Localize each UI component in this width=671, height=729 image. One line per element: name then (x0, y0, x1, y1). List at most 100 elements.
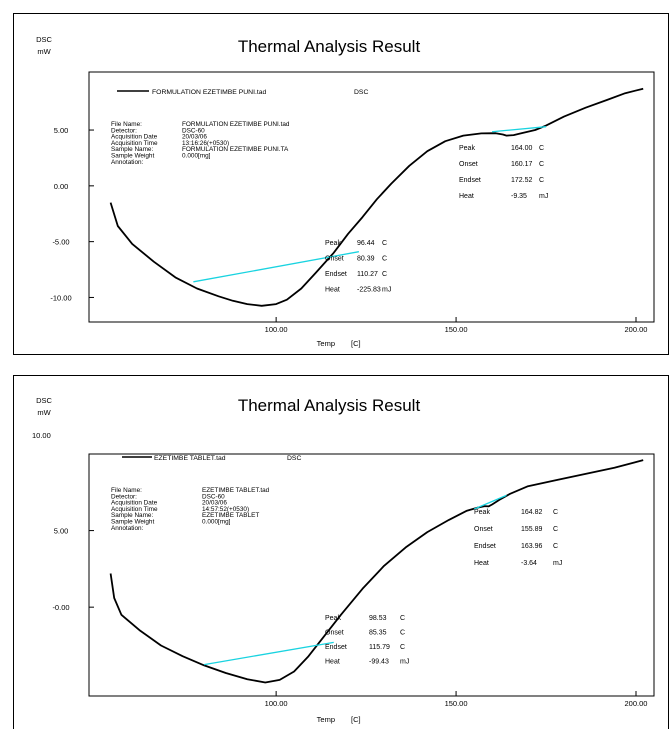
info-key: Acquisition Time (111, 140, 158, 147)
dsc-chart-panel-1: Thermal Analysis Result DSC mW 5.00 0.00 -5.0… (13, 13, 669, 355)
peak-value: 115.79 (369, 644, 390, 651)
info-key: Annotation: (111, 159, 144, 166)
peak-value: 80.39 (357, 256, 375, 263)
peak-unit: C (539, 161, 544, 168)
legend-kind: DSC (354, 89, 368, 96)
peak-unit: C (539, 145, 544, 152)
info-key: Detector: (111, 493, 137, 500)
peak-key: Onset (474, 526, 493, 533)
peak-value: -9.35 (511, 193, 527, 200)
peak-key: Heat (325, 659, 340, 666)
peak-unit: C (400, 644, 405, 651)
info-value: 20/03/06 (182, 134, 207, 141)
dsc-curve (109, 459, 644, 684)
peak-unit: C (553, 543, 558, 550)
x-axis-unit: [C] (351, 715, 361, 724)
peak-value: 96.44 (357, 240, 375, 247)
dsc-chart-1: Thermal Analysis Result DSC mW 5.00 0.00 -5.0… (36, 35, 655, 348)
peak-value: 164.00 (511, 145, 533, 152)
info-key: Sample Weight (111, 153, 154, 160)
peak-unit: C (382, 240, 387, 247)
peak-unit: C (400, 630, 405, 637)
y-axis-title: DSC (36, 35, 52, 44)
peak-key: Heat (459, 193, 474, 200)
dsc-chart-panel-2: Thermal Analysis Result DSC mW 10.00 5.00 -0.… (13, 375, 669, 729)
peak-baseline (204, 641, 334, 666)
chart-title: Thermal Analysis Result (238, 37, 421, 56)
legend-file-name: FORMULATION EZETIMBE PUNI.tad (152, 89, 267, 96)
info-value: 0.000[mg] (202, 519, 231, 526)
peak-value: 110.27 (357, 271, 378, 278)
legend-file-name: EZETIMBE TABLET.tad (154, 455, 226, 462)
legend-kind: DSC (287, 455, 301, 462)
info-value: 14:57:52(+0530) (202, 506, 249, 513)
info-value: 13:16:26(+0530) (182, 140, 229, 147)
peak-unit: C (382, 271, 387, 278)
info-key: Sample Name: (111, 512, 153, 519)
x-tick-label: 150.00 (445, 325, 468, 334)
peak-baseline (491, 126, 547, 133)
peak-value: -99.43 (369, 659, 389, 666)
info-value: 20/03/06 (202, 500, 227, 507)
peak-key: Peak (474, 509, 490, 516)
peak-value: 163.96 (521, 543, 543, 550)
peak-key: Onset (459, 161, 478, 168)
y-tick-label: -0.00 (52, 603, 69, 612)
peak-value: -3.64 (521, 560, 537, 567)
info-value: FORMULATION EZETIMBE PUNI.TA (182, 146, 289, 153)
dsc-chart-2: Thermal Analysis Result DSC mW 10.00 5.00 -0.… (32, 396, 655, 724)
info-value: 0.000[mg] (182, 153, 211, 160)
peak-key: Endset (459, 177, 481, 184)
info-value: EZETIMBE TABLET (202, 512, 259, 519)
peak-value: -225.83 (357, 287, 381, 294)
info-key: File Name: (111, 121, 142, 128)
info-key: Detector: (111, 127, 137, 134)
peak-unit: C (539, 177, 544, 184)
peak-unit: C (553, 509, 558, 516)
info-key: Sample Name: (111, 146, 153, 153)
y-tick-label: -5.00 (52, 238, 69, 247)
y-tick-label: 0.00 (54, 182, 69, 191)
info-value: DSC-60 (202, 493, 225, 500)
info-key: Acquisition Date (111, 134, 158, 141)
y-tick-label: 5.00 (54, 527, 69, 536)
x-tick-label: 200.00 (625, 699, 648, 708)
peak-unit: mJ (382, 287, 391, 294)
peak-unit: mJ (400, 659, 409, 666)
peak-unit: C (553, 526, 558, 533)
y-axis-title: DSC (36, 396, 52, 405)
y-axis-unit: mW (37, 47, 51, 56)
peak-unit: mJ (539, 193, 548, 200)
info-value: EZETIMBE TABLET.tad (202, 487, 270, 494)
plot-frame (88, 71, 655, 323)
peak-key: Endset (325, 271, 347, 278)
x-tick-label: 200.00 (625, 325, 648, 334)
x-tick-label: 100.00 (265, 699, 288, 708)
info-key: File Name: (111, 487, 142, 494)
peak-key: Endset (474, 543, 496, 550)
x-axis-title: Temp (317, 715, 335, 724)
info-key: Acquisition Date (111, 500, 158, 507)
y-tick-label: -10.00 (50, 293, 71, 302)
peak-value: 160.17 (511, 161, 533, 168)
peak-value: 155.89 (521, 526, 543, 533)
peak-key: Heat (474, 560, 489, 567)
x-axis-title: Temp (317, 339, 335, 348)
peak-key: Endset (325, 644, 347, 651)
peak-key: Heat (325, 287, 340, 294)
peak-value: 98.53 (369, 615, 387, 622)
x-tick-label: 150.00 (445, 699, 468, 708)
peak-key: Peak (325, 240, 341, 247)
peak-value: 172.52 (511, 177, 533, 184)
peak-key: Peak (325, 615, 341, 622)
chart-title: Thermal Analysis Result (238, 396, 421, 415)
peak-value: 85.35 (369, 630, 387, 637)
info-key: Acquisition Time (111, 506, 158, 513)
x-tick-label: 100.00 (265, 325, 288, 334)
peak-unit: mJ (553, 560, 562, 567)
info-value: DSC-60 (182, 127, 205, 134)
y-tick-label: 10.00 (32, 431, 51, 440)
info-value: FORMULATION EZETIMBE PUNI.tad (182, 121, 290, 128)
dsc-curve (109, 87, 644, 307)
peak-value: 164.82 (521, 509, 543, 516)
